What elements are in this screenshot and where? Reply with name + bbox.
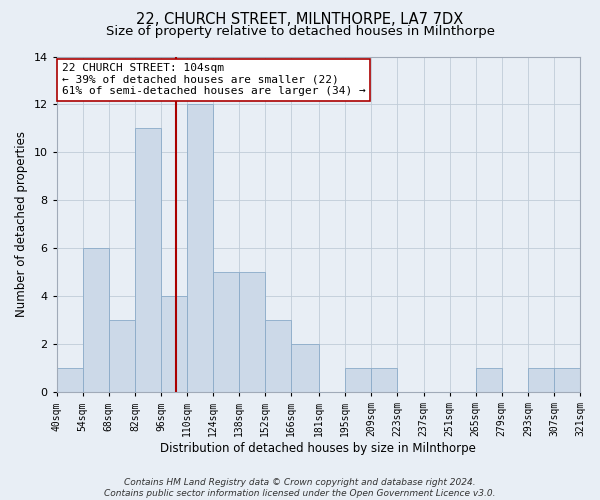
- Bar: [292, 344, 319, 392]
- Bar: [57, 368, 83, 392]
- Bar: [135, 128, 161, 392]
- Bar: [187, 104, 213, 392]
- Text: Size of property relative to detached houses in Milnthorpe: Size of property relative to detached ho…: [106, 25, 494, 38]
- Bar: [476, 368, 502, 392]
- Text: 22, CHURCH STREET, MILNTHORPE, LA7 7DX: 22, CHURCH STREET, MILNTHORPE, LA7 7DX: [136, 12, 464, 28]
- Y-axis label: Number of detached properties: Number of detached properties: [15, 132, 28, 318]
- Bar: [265, 320, 292, 392]
- Bar: [346, 368, 371, 392]
- Text: Contains HM Land Registry data © Crown copyright and database right 2024.
Contai: Contains HM Land Registry data © Crown c…: [104, 478, 496, 498]
- Bar: [109, 320, 135, 392]
- Bar: [161, 296, 187, 392]
- Bar: [371, 368, 397, 392]
- Bar: [213, 272, 239, 392]
- Text: 22 CHURCH STREET: 104sqm
← 39% of detached houses are smaller (22)
61% of semi-d: 22 CHURCH STREET: 104sqm ← 39% of detach…: [62, 63, 365, 96]
- Bar: [83, 248, 109, 392]
- Bar: [239, 272, 265, 392]
- Bar: [528, 368, 554, 392]
- Bar: [554, 368, 580, 392]
- X-axis label: Distribution of detached houses by size in Milnthorpe: Distribution of detached houses by size …: [160, 442, 476, 455]
